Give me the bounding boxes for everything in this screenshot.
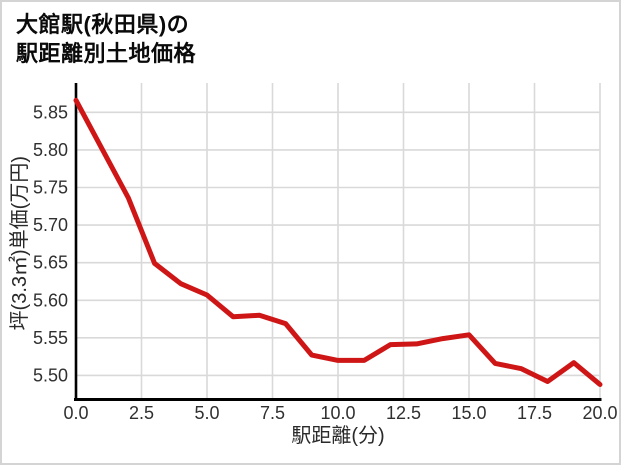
x-axis-label: 駅距離(分) — [291, 424, 384, 447]
y-tick-label: 5.65 — [33, 253, 68, 273]
y-tick-label: 5.50 — [33, 365, 68, 385]
x-tick-label: 12.5 — [386, 403, 421, 423]
y-tick-label: 5.80 — [33, 140, 68, 160]
y-tick-label: 5.75 — [33, 177, 68, 197]
chart-title-line1: 大館駅(秋田県)の — [16, 12, 190, 37]
y-tick-label: 5.55 — [33, 328, 68, 348]
line-series — [73, 97, 603, 387]
chart-title: 大館駅(秋田県)の 駅距離別土地価格 — [16, 10, 196, 68]
y-tick-label: 5.60 — [33, 290, 68, 310]
x-tick-label: 17.5 — [517, 403, 552, 423]
chart-title-line2: 駅距離別土地価格 — [16, 41, 197, 66]
x-tick-label: 15.0 — [451, 403, 486, 423]
y-tick-label: 5.70 — [33, 215, 68, 235]
x-tick-label: 20.0 — [582, 403, 617, 423]
x-tick-label: 10.0 — [320, 403, 355, 423]
y-axis-label: 坪(3.3㎡)単価(万円) — [7, 156, 31, 330]
x-tick-label: 5.0 — [194, 403, 219, 423]
y-tick-label: 5.85 — [33, 102, 68, 122]
x-tick-label: 2.5 — [129, 403, 154, 423]
x-tick-label: 7.5 — [260, 403, 285, 423]
x-tick-label: 0.0 — [63, 403, 88, 423]
